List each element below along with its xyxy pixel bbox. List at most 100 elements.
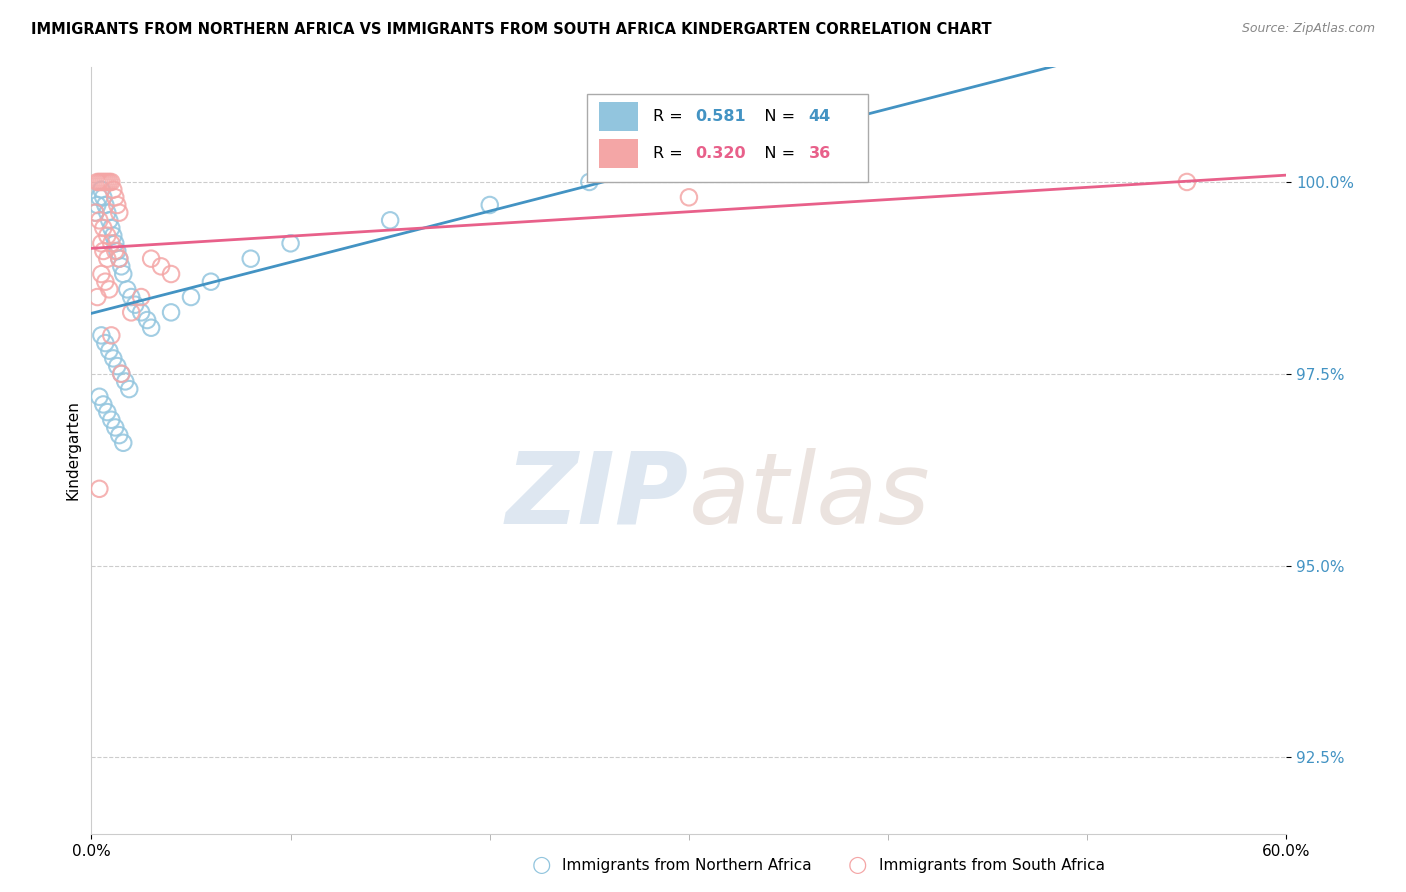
Point [84,205,107,219]
Point [104,236,127,251]
Point [180,290,202,304]
Point [86,290,108,304]
Text: ZIP: ZIP [506,448,689,545]
Point [96,175,118,189]
Point [108,205,131,219]
Point [120,305,142,319]
Point [112,435,135,450]
Point [90,236,112,251]
Point [96,252,118,266]
Point [678,190,700,204]
Point [90,328,112,343]
Point [110,260,132,274]
Point [160,267,183,281]
Point [89,190,111,204]
Point [105,244,128,258]
Point [280,236,302,251]
Text: R =: R = [652,109,688,124]
Point [1175,175,1198,189]
Point [129,290,152,304]
Point [108,252,131,266]
Point [478,198,501,212]
Point [98,213,121,227]
Point [96,205,118,219]
Point [98,282,121,296]
Point [129,305,152,319]
Point [200,275,222,289]
Point [84,205,107,219]
Point [103,183,125,197]
Point [89,482,111,496]
Point [378,213,402,227]
Point [114,375,136,389]
Point [96,405,118,419]
Point [239,252,262,266]
Point [96,228,118,243]
Point [105,198,128,212]
Point [100,328,122,343]
Point [89,390,111,404]
Point [89,175,111,189]
FancyBboxPatch shape [599,139,637,169]
Text: ○: ○ [848,855,868,875]
Point [104,190,127,204]
Text: IMMIGRANTS FROM NORTHERN AFRICA VS IMMIGRANTS FROM SOUTH AFRICA KINDERGARTEN COR: IMMIGRANTS FROM NORTHERN AFRICA VS IMMIG… [31,22,991,37]
Point [108,428,131,442]
Point [104,420,127,434]
FancyBboxPatch shape [599,103,637,131]
Text: N =: N = [748,146,800,161]
Text: Immigrants from South Africa: Immigrants from South Africa [879,858,1105,872]
Point [93,244,115,258]
Text: R =: R = [652,146,688,161]
Point [86,175,108,189]
Point [90,183,112,197]
Point [105,359,128,373]
Point [93,221,115,235]
Point [150,260,173,274]
Point [160,305,183,319]
Point [115,282,138,296]
Text: 0.320: 0.320 [695,146,745,161]
Point [93,190,115,204]
Text: Source: ZipAtlas.com: Source: ZipAtlas.com [1241,22,1375,36]
Point [89,213,111,227]
Text: 44: 44 [808,109,831,124]
Point [120,290,142,304]
Text: 36: 36 [808,146,831,161]
Point [136,313,159,327]
Point [94,175,117,189]
Point [98,175,121,189]
Point [141,252,162,266]
Point [93,397,115,411]
Point [103,351,125,366]
Point [112,267,135,281]
Text: Immigrants from Northern Africa: Immigrants from Northern Africa [562,858,813,872]
Point [110,367,132,381]
FancyBboxPatch shape [588,94,868,182]
Point [93,175,115,189]
Point [100,413,122,427]
Point [578,175,600,189]
Text: ○: ○ [531,855,551,875]
Point [118,382,141,396]
Point [98,343,121,358]
Point [110,367,132,381]
Text: 0.581: 0.581 [695,109,745,124]
Y-axis label: Kindergarten: Kindergarten [65,401,80,500]
Point [108,252,131,266]
Point [94,198,117,212]
Point [104,244,127,258]
Point [100,221,122,235]
Point [94,275,117,289]
Point [90,267,112,281]
Point [103,228,125,243]
Point [86,198,108,212]
Text: N =: N = [748,109,800,124]
Text: atlas: atlas [689,448,931,545]
Point [94,336,117,351]
Point [90,175,112,189]
Point [100,175,122,189]
Point [124,298,146,312]
Point [100,236,122,251]
Point [141,320,162,334]
